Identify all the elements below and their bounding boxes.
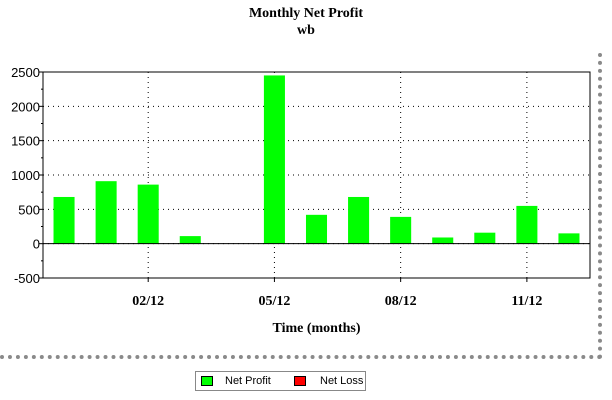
x-tick-label-11-12: 11/12 <box>511 294 542 309</box>
y-tick-label: 2000 <box>11 99 40 114</box>
x-tick-label-02-12: 02/12 <box>132 294 164 309</box>
net-profit-chart: -500 0 500 1000 1500 2000 2500 02/12 05/12 08/12 1… <box>11 65 591 336</box>
bar-net-profit-12-12 <box>558 233 580 244</box>
plot-frame <box>42 71 591 279</box>
bar-net-profit-11-12 <box>516 205 538 244</box>
y-tick-label: -500 <box>14 271 40 286</box>
legend-swatch-net-loss <box>294 376 306 386</box>
bar-net-profit-05-12 <box>263 75 285 244</box>
bar-net-profit-10-12 <box>474 232 496 244</box>
chart-legend: Net Profit Net Loss <box>195 371 366 391</box>
legend-label-net-profit: Net Profit <box>225 375 271 387</box>
x-axis-title: Time (months) <box>272 321 360 336</box>
chart-title: Monthly Net Profit <box>248 6 364 21</box>
legend-swatch-net-profit <box>201 376 213 386</box>
y-tick-label: 0 <box>33 237 40 252</box>
bar-net-profit-12-11 <box>53 196 75 244</box>
bar-net-profit-01-12 <box>95 181 117 244</box>
y-tick-label: 1500 <box>11 134 40 149</box>
chart-subtitle: wb <box>297 23 315 38</box>
bar-net-profit-08-12 <box>390 216 412 244</box>
chart-panel: -500 0 500 1000 1500 2000 2500 02/12 05/12 08/12 1… <box>0 53 602 359</box>
bar-net-profit-03-12 <box>179 236 201 244</box>
x-tick-label-08-12: 08/12 <box>385 294 417 309</box>
y-tick-label: 500 <box>18 202 40 217</box>
y-tick-label: 2500 <box>11 65 40 80</box>
bar-net-profit-07-12 <box>348 196 370 244</box>
y-tick-label: 1000 <box>11 168 40 183</box>
x-tick-label-05-12: 05/12 <box>258 294 290 309</box>
bar-net-profit-09-12 <box>432 237 454 244</box>
bar-net-profit-02-12 <box>137 184 159 244</box>
bar-net-profit-06-12 <box>305 214 328 244</box>
legend-label-net-loss: Net Loss <box>320 375 364 387</box>
